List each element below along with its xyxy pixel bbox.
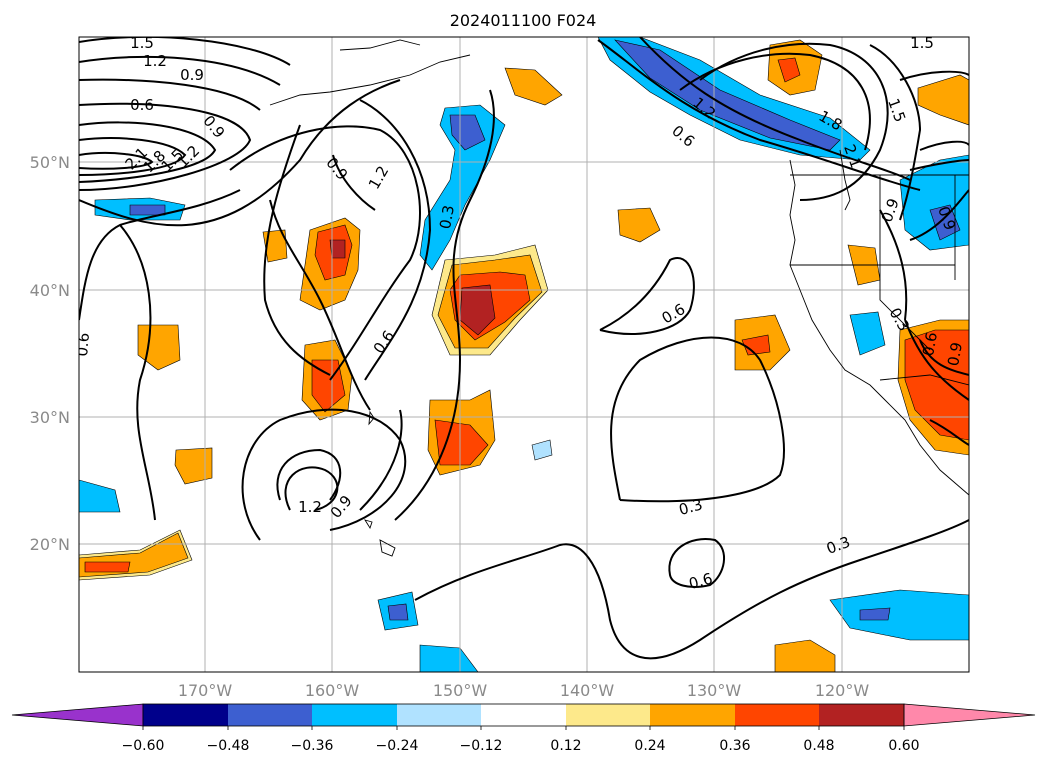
colorbar-segment [397, 704, 481, 726]
colorbar-segment [819, 704, 904, 726]
contour-label: 1.2 [143, 52, 167, 70]
map-title: 2024011100 F024 [450, 11, 597, 30]
colorbar-extend-min [11, 703, 144, 727]
negative-anomaly-region [849, 311, 886, 356]
positive-anomaly-region [84, 561, 131, 573]
negative-anomaly-region [419, 644, 479, 672]
longitude-labels: 170°W 160°W 150°W 140°W 130°W 120°W [178, 681, 870, 700]
negative-anomaly-region [79, 479, 121, 513]
positive-anomaly-region [777, 57, 801, 83]
lat-label: 40°N [30, 281, 70, 300]
colorbar-tick-label: −0.48 [207, 738, 250, 754]
map-frame [78, 36, 970, 673]
lon-label: 120°W [815, 681, 870, 700]
colorbar-tick-label: 0.36 [719, 738, 750, 754]
colorbar-segment [735, 704, 819, 726]
negative-anomaly-region [129, 204, 166, 216]
colorbar-ticks [142, 726, 905, 730]
lon-label: 170°W [178, 681, 233, 700]
contour-label: 1.2 [298, 498, 322, 516]
contour-label: 0.9 [944, 341, 966, 368]
contour-label: 0.3 [436, 204, 458, 231]
lon-label: 160°W [305, 681, 360, 700]
positive-anomaly-region [774, 639, 836, 672]
positive-anomaly-region [741, 334, 771, 356]
negative-anomaly-region [419, 104, 506, 271]
colorbar-tick-label: 0.60 [888, 738, 919, 754]
contour-label: 0.6 [919, 331, 941, 358]
colorbar-tick-label: 0.12 [550, 738, 581, 754]
negative-anomaly-region [859, 607, 891, 621]
positive-anomaly-region [329, 239, 346, 259]
positive-anomaly-region [311, 359, 346, 413]
positive-anomaly-region [531, 439, 553, 461]
contour-label: 0.9 [180, 66, 204, 84]
positive-anomaly-region [174, 447, 213, 485]
negative-anomaly-region [829, 589, 969, 641]
colorbar-outline [142, 703, 905, 727]
contour-label: 1.5 [130, 34, 154, 52]
positive-anomaly-region [137, 324, 181, 371]
coastlines [269, 39, 969, 557]
contour-label: 0.3 [677, 495, 705, 519]
positive-anomaly-region [917, 74, 969, 126]
colorbar: −0.60 −0.48 −0.36 −0.24 −0.12 0.12 0.24 … [11, 703, 1036, 754]
colorbar-segment [566, 704, 650, 726]
contour-label: 0.6 [73, 332, 93, 357]
positive-anomaly-region [904, 329, 969, 441]
contour-label: 0.6 [130, 96, 154, 114]
positive-anomaly-region [617, 207, 661, 243]
colorbar-tick-label: −0.12 [460, 738, 503, 754]
lon-label: 150°W [433, 681, 488, 700]
positive-anomaly-region [504, 67, 563, 106]
lat-label: 50°N [30, 153, 70, 172]
colorbar-tick-label: −0.24 [376, 738, 419, 754]
map-panel: 1.5 1.2 0.9 0.6 0.9 2.1 1.8 1.5 1.2 0.9 … [73, 34, 970, 673]
contour-lines [79, 37, 969, 660]
colorbar-segment [143, 704, 228, 726]
latitude-labels: 50°N 40°N 30°N 20°N [30, 153, 70, 554]
colorbar-segment [481, 704, 566, 726]
colorbar-segment [228, 704, 312, 726]
colorbar-tick-label: 0.24 [634, 738, 665, 754]
colorbar-tick-label: −0.60 [122, 738, 165, 754]
colorbar-tick-label: 0.48 [803, 738, 834, 754]
lat-label: 20°N [30, 535, 70, 554]
colorbar-tick-label: −0.36 [291, 738, 334, 754]
contour-label: 1.5 [910, 34, 934, 52]
lon-label: 130°W [687, 681, 742, 700]
contour-label: 0.6 [687, 569, 715, 593]
lat-label: 30°N [30, 408, 70, 427]
negative-anomaly-region [929, 204, 961, 241]
colorbar-segment [650, 704, 735, 726]
colorbar-extend-max [903, 703, 1036, 727]
colorbar-segment [312, 704, 397, 726]
lon-label: 140°W [560, 681, 615, 700]
negative-anomaly-region [449, 114, 486, 151]
negative-anomaly-region [387, 603, 409, 621]
